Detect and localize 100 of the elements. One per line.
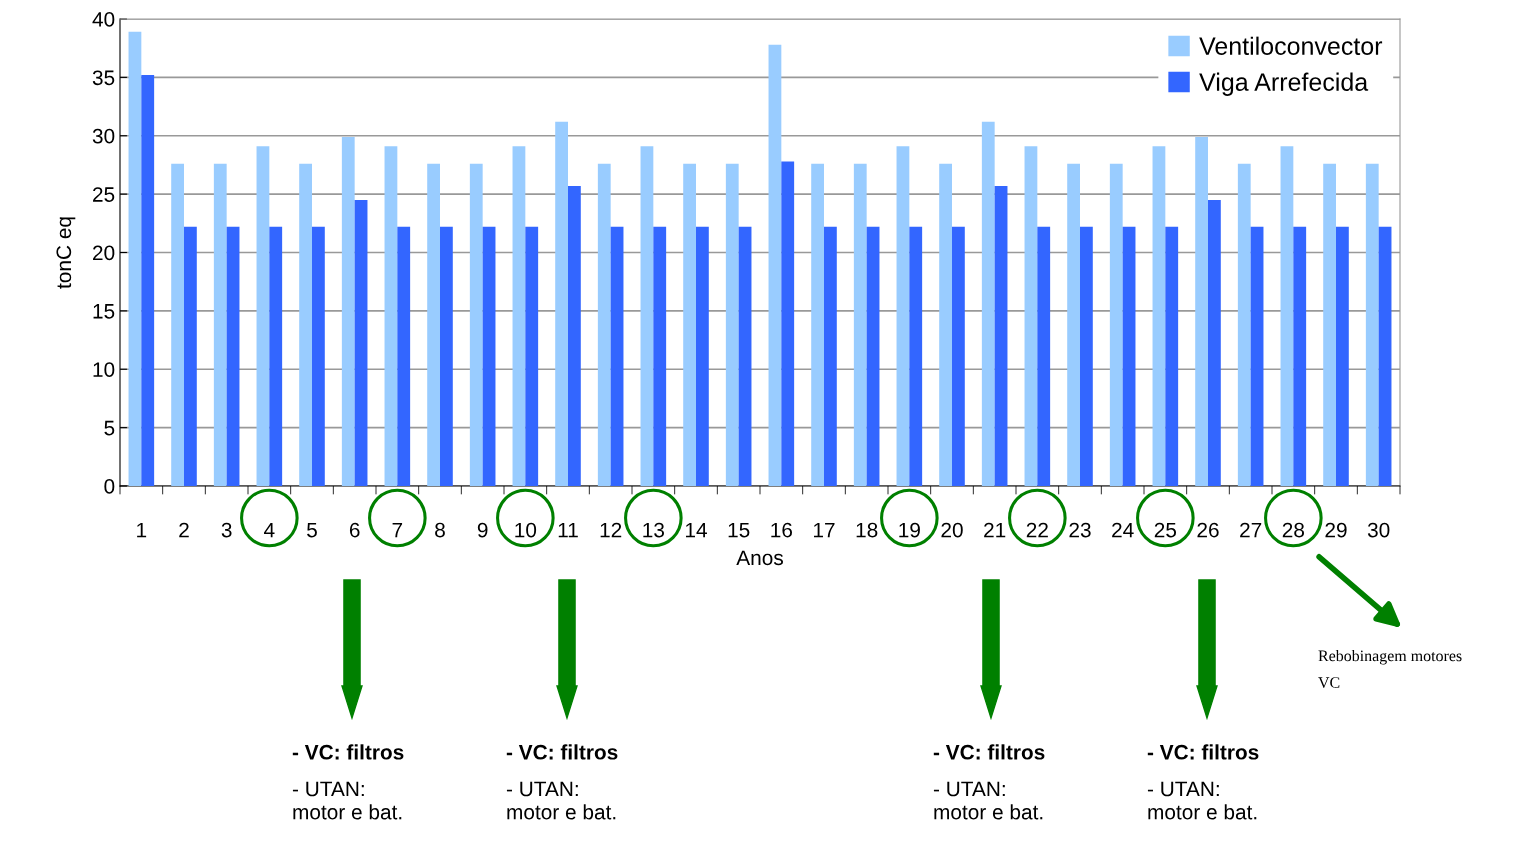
x-tick-label: 29 — [1325, 522, 1347, 538]
bar — [256, 146, 270, 486]
x-tick-label: 9 — [477, 522, 488, 538]
x-tick-label: 25 — [1154, 522, 1177, 538]
bar — [299, 163, 312, 486]
x-tick-label: 2 — [179, 522, 189, 538]
x-tick-label: 21 — [984, 522, 1006, 538]
x-tick-label: 19 — [899, 522, 920, 538]
legend-label: Ventiloconvector — [1199, 36, 1383, 55]
text: - UTAN: motor e bat. — [933, 781, 1043, 820]
bar — [981, 121, 995, 486]
y-tick-label: 40 — [92, 12, 115, 27]
bar — [939, 163, 952, 486]
bar — [952, 226, 965, 486]
text: - UTAN: motor e bat. — [1147, 781, 1257, 820]
y-tick-label: 35 — [92, 70, 115, 86]
bar — [824, 226, 837, 486]
bar — [1122, 226, 1136, 486]
x-axis-title: Anos — [736, 550, 783, 566]
x-tick-label: 26 — [1197, 522, 1219, 538]
bar — [994, 185, 1008, 486]
y-tick-label: 0 — [104, 479, 115, 494]
text: - UTAN: motor e bat. — [292, 781, 402, 820]
bar — [725, 163, 739, 486]
bar — [213, 163, 227, 486]
bar — [597, 163, 611, 486]
bar — [1195, 136, 1208, 486]
bar — [269, 226, 283, 486]
bar — [226, 226, 240, 486]
bar — [427, 163, 440, 486]
bar — [811, 163, 824, 486]
y-tick-label: 5 — [104, 420, 115, 436]
bar — [1336, 226, 1349, 486]
bar — [896, 146, 910, 486]
y-axis-title: tonC eq — [56, 217, 76, 289]
bar — [1293, 226, 1307, 486]
bar — [141, 75, 155, 486]
bar — [1378, 226, 1392, 486]
x-tick-label: 20 — [941, 522, 963, 538]
bar — [610, 226, 624, 486]
y-tick-label: 30 — [92, 128, 115, 144]
text: - VC: filtros — [506, 744, 618, 760]
x-tick-label: 13 — [643, 522, 665, 538]
x-tick-label: 27 — [1240, 522, 1262, 538]
x-tick-label: 14 — [686, 522, 707, 538]
bar — [738, 226, 752, 486]
bar — [440, 226, 453, 486]
bar — [1024, 146, 1038, 486]
x-tick-label: 6 — [349, 522, 360, 538]
x-tick-label: 12 — [600, 522, 622, 538]
bar — [1037, 226, 1051, 486]
x-tick-label: 8 — [435, 522, 445, 538]
bar — [781, 161, 795, 486]
x-tick-label: 24 — [1112, 522, 1134, 538]
x-tick-label: 30 — [1367, 522, 1390, 538]
x-tick-label: 16 — [771, 522, 793, 538]
bar — [1365, 163, 1379, 486]
text: - VC: filtros — [933, 744, 1045, 760]
x-tick-label: 5 — [307, 522, 317, 538]
bar — [1165, 226, 1179, 486]
bar — [469, 163, 483, 486]
bar — [1280, 146, 1294, 486]
bar — [853, 163, 867, 486]
bar — [909, 226, 923, 486]
bar — [1080, 226, 1093, 486]
bar — [568, 185, 581, 486]
bar — [525, 226, 539, 486]
text: - VC: filtros — [1147, 744, 1259, 760]
bar — [1109, 163, 1123, 486]
bar — [171, 163, 184, 486]
bar — [128, 31, 142, 486]
y-tick-label: 25 — [93, 187, 115, 202]
x-tick-label: 23 — [1069, 522, 1091, 538]
bar — [312, 226, 325, 486]
bar — [653, 226, 667, 486]
x-tick-label: 22 — [1026, 522, 1048, 538]
bar — [341, 136, 355, 486]
bar — [1067, 163, 1080, 486]
bar — [683, 163, 696, 486]
bar — [184, 226, 197, 486]
x-tick-label: 7 — [392, 522, 403, 538]
x-tick-label: 17 — [814, 522, 835, 538]
x-tick-label: 11 — [558, 522, 578, 538]
bar — [555, 121, 568, 486]
y-tick-label: 10 — [93, 362, 115, 377]
legend-label: Viga Arrefecida — [1199, 72, 1369, 96]
bar — [354, 199, 368, 486]
bar — [1250, 226, 1264, 486]
bar — [384, 146, 398, 486]
y-tick-label: 15 — [93, 304, 115, 319]
bar — [1152, 146, 1166, 486]
x-tick-label: 28 — [1282, 522, 1305, 538]
bar — [866, 226, 880, 486]
y-tick-label: 20 — [93, 245, 115, 261]
x-tick-label: 15 — [728, 522, 750, 538]
bar — [1323, 163, 1336, 486]
x-tick-label: 18 — [856, 522, 878, 538]
x-tick-label: 4 — [264, 522, 275, 538]
bar — [512, 146, 526, 486]
text: Rebobinagem motores VC — [1318, 650, 1462, 689]
